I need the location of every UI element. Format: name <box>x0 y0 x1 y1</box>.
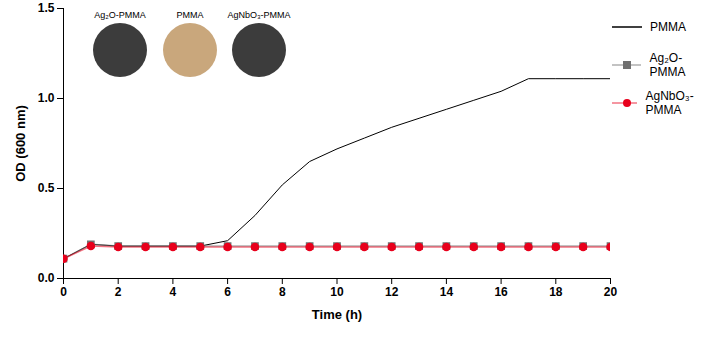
html-text:AgNbO₃-PMMA: AgNbO₃-PMMA <box>645 89 694 117</box>
svg-text:1.0: 1.0 <box>38 91 55 105</box>
svg-text:8: 8 <box>279 285 286 299</box>
svg-text:6: 6 <box>224 285 231 299</box>
svg-text:OD (600 nm): OD (600 nm) <box>13 105 28 182</box>
svg-text:1.5: 1.5 <box>38 1 55 15</box>
html-text:PMMA: PMMA <box>650 20 686 34</box>
svg-text:2: 2 <box>115 285 122 299</box>
svg-text:12: 12 <box>385 285 399 299</box>
svg-text:10: 10 <box>330 285 344 299</box>
svg-text:4: 4 <box>170 285 177 299</box>
svg-text:Time (h): Time (h) <box>312 307 362 322</box>
html-text:Ag₂O-PMMA: Ag₂O-PMMA <box>649 51 686 79</box>
svg-text:0.5: 0.5 <box>38 181 55 195</box>
svg-text:14: 14 <box>440 285 454 299</box>
svg-text:20: 20 <box>604 285 618 299</box>
svg-text:0: 0 <box>60 285 67 299</box>
svg-text:0.0: 0.0 <box>38 271 55 285</box>
html-text:AgNbO₃-PMMA: AgNbO₃-PMMA <box>227 10 291 20</box>
html-text:PMMA: PMMA <box>176 10 204 20</box>
html-text:Ag₂O-PMMA: Ag₂O-PMMA <box>94 10 146 20</box>
svg-text:16: 16 <box>494 285 508 299</box>
svg-text:18: 18 <box>549 285 563 299</box>
